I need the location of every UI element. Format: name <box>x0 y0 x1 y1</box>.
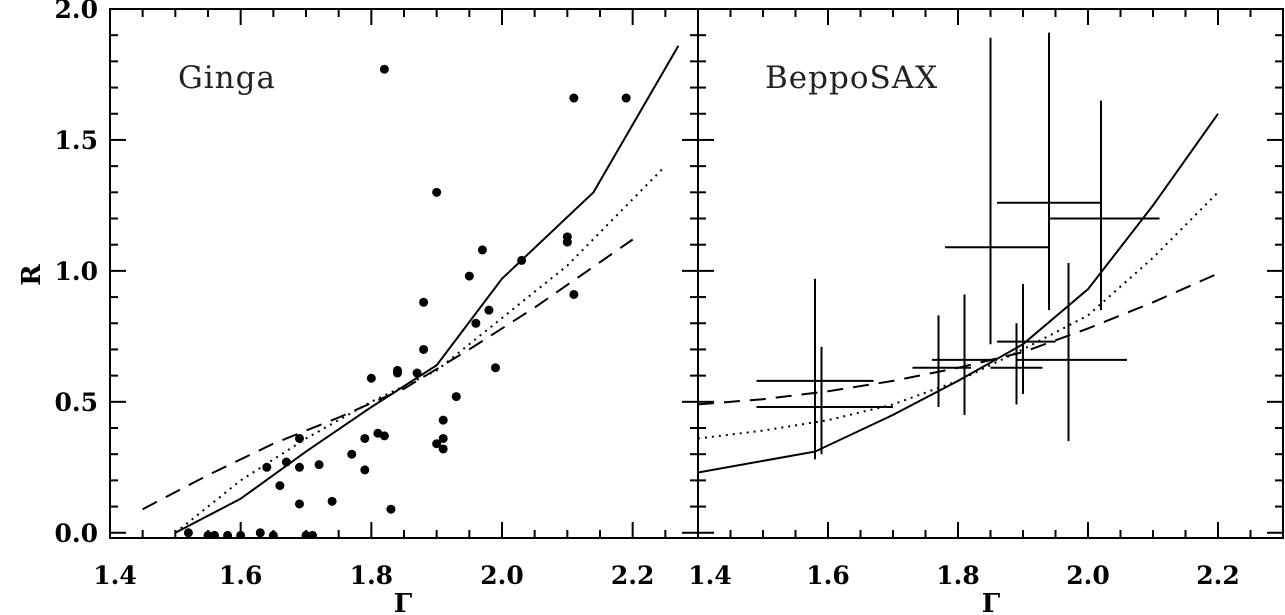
data-point <box>569 289 579 299</box>
data-point <box>327 496 337 506</box>
bepposax-x-axis-title: Γ <box>982 589 1001 615</box>
data-point <box>419 344 429 354</box>
data-point <box>432 187 442 197</box>
data-point <box>412 368 422 378</box>
data-point <box>347 449 357 459</box>
data-point <box>281 457 291 467</box>
dashed-model-curve <box>142 238 634 511</box>
y-axis-title: R <box>17 264 47 286</box>
x-tick-label: 1.4 <box>688 561 732 590</box>
data-point <box>255 528 265 538</box>
data-point <box>379 64 389 74</box>
bepposax-panel-label: BeppoSAX <box>765 60 938 96</box>
x-tick-label: 1.8 <box>350 561 394 590</box>
data-point <box>562 237 572 247</box>
data-point <box>308 530 318 538</box>
data-point <box>294 462 304 472</box>
data-point <box>451 392 461 402</box>
y-tick-label: 1.0 <box>55 257 99 286</box>
data-point <box>392 368 402 378</box>
ginga-panel-label: Ginga <box>178 60 276 96</box>
plot-area <box>142 45 680 538</box>
data-point <box>236 530 246 538</box>
y-tick-label: 0.5 <box>55 388 99 417</box>
data-point <box>621 93 631 103</box>
x-tick-label: 1.6 <box>806 561 850 590</box>
x-tick-label: 2.2 <box>611 561 655 590</box>
plot-area <box>698 32 1219 474</box>
data-point <box>360 465 370 475</box>
data-point <box>360 433 370 443</box>
x-tick-label: 1.8 <box>936 561 980 590</box>
ginga-panel: 1.4 1.6 1.8 2.0 2.2 0.0 0.5 1.0 1.5 2.0 <box>55 0 699 590</box>
dotted-model-curve <box>174 165 667 534</box>
y-tick-label: 1.5 <box>55 126 99 155</box>
solid-model-curve <box>174 45 680 534</box>
data-point <box>438 415 448 425</box>
data-point <box>294 433 304 443</box>
data-point <box>477 245 487 255</box>
data-point <box>471 318 481 328</box>
data-point <box>464 271 474 281</box>
data-point <box>438 444 448 454</box>
data-point <box>438 433 448 443</box>
solid-model-curve <box>698 113 1219 474</box>
data-point <box>183 528 193 538</box>
data-point <box>223 530 233 538</box>
x-tick-label: 2.0 <box>1066 561 1110 590</box>
x-tick-label: 2.0 <box>480 561 524 590</box>
data-point <box>275 481 285 491</box>
data-point <box>314 460 324 470</box>
data-point <box>386 504 396 514</box>
data-point <box>262 462 272 472</box>
data-point <box>569 93 579 103</box>
data-point <box>490 363 500 373</box>
y-tick-label: 2.0 <box>55 0 99 24</box>
data-point <box>379 431 389 441</box>
dotted-model-curve <box>698 191 1219 440</box>
data-point <box>517 255 527 265</box>
data-point <box>210 530 220 538</box>
dashed-model-curve <box>698 272 1219 406</box>
y-tick-label: 0.0 <box>55 519 99 548</box>
data-point <box>268 530 278 538</box>
ginga-x-axis-title: Γ <box>394 589 413 615</box>
x-tick-label: 1.6 <box>219 561 263 590</box>
data-point <box>484 305 494 315</box>
x-tick-label: 2.2 <box>1196 561 1240 590</box>
data-point <box>432 439 442 449</box>
data-point <box>366 373 376 383</box>
bepposax-panel: 1.4 1.6 1.8 2.0 2.2 <box>688 8 1284 590</box>
data-point <box>294 499 304 509</box>
x-tick-label: 1.4 <box>93 561 137 590</box>
data-point <box>419 297 429 307</box>
